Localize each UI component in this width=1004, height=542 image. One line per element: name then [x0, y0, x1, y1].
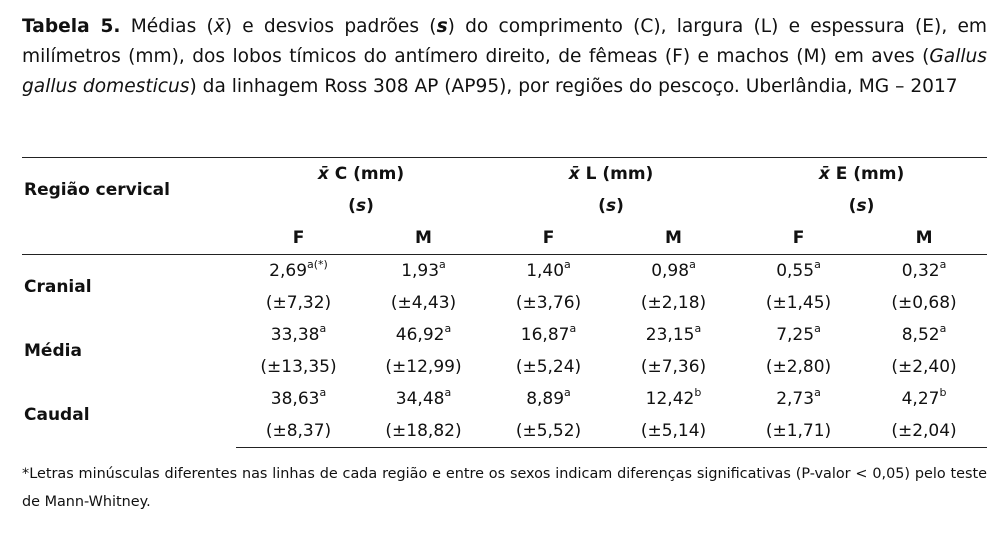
sex-label: F	[236, 222, 361, 255]
sd-cell: (±0,68)	[891, 293, 957, 313]
group-header-row: Região cervical x̄ C (mm) x̄ L (mm) x̄ E…	[22, 157, 988, 222]
region-label: Cranial	[24, 277, 92, 297]
mean-cell: 2,69a(*)	[269, 258, 328, 281]
group-header-e: x̄ E (mm)	[736, 157, 988, 190]
sd-cell: (±13,35)	[260, 357, 337, 377]
sd-cell: (±3,76)	[515, 293, 582, 313]
sd-cell: (±1,45)	[765, 293, 832, 313]
sd-header-c: (s)	[348, 196, 374, 216]
sd-cell: (±8,37)	[236, 415, 361, 448]
table-row: (±7,32) (±4,43) (±3,76) (±2,18) (±1,45) …	[22, 287, 987, 319]
sex-label: F	[486, 222, 611, 255]
mean-cell: 12,42b	[645, 386, 702, 409]
species-name: Gallus gallus domesticus	[22, 46, 987, 97]
table-caption: Tabela 5. Médias (x̄) e desvios padrões …	[22, 12, 987, 102]
sd-header-l: (s)	[598, 196, 624, 216]
sd-cell: (±12,99)	[385, 357, 462, 377]
sd-cell: (±7,32)	[265, 293, 332, 313]
mean-cell: 1,93a	[401, 258, 446, 281]
sex-label: M	[861, 222, 988, 255]
table-row: Média 33,38a 46,92a 16,87a 23,15a 7,25a …	[22, 319, 987, 361]
sd-header-e: (s)	[848, 196, 875, 216]
sd-cell: (±2,04)	[861, 415, 988, 448]
table-row: Caudal 38,63a 34,48a 8,89a 12,42b 2,73a …	[22, 383, 987, 425]
sex-label: M	[611, 222, 737, 255]
mean-cell: 33,38a	[270, 322, 327, 345]
sd-cell: (±18,82)	[361, 415, 486, 448]
sd-cell: (±2,80)	[765, 357, 832, 377]
sd-cell: (±4,43)	[390, 293, 457, 313]
sex-label: F	[736, 222, 862, 255]
sd-cell: (±5,14)	[611, 415, 737, 448]
caption-text: Médias (	[120, 16, 214, 37]
caption-label: Tabela 5.	[22, 16, 121, 37]
sd-cell: (±1,71)	[736, 415, 862, 448]
mean-cell: 8,52a	[901, 322, 947, 345]
mean-cell: 38,63a	[270, 386, 327, 409]
sd-header-row: (s) (s) (s)	[22, 190, 987, 222]
mean-cell: 4,27b	[901, 386, 947, 409]
sd-symbol: s	[436, 16, 448, 37]
mean-cell: 23,15a	[645, 322, 702, 345]
mean-cell: 0,55a	[776, 258, 821, 281]
sex-header-row: F M F M F M	[22, 222, 988, 255]
mean-cell: 1,40a	[526, 258, 571, 281]
mean-cell: 0,98a	[651, 258, 696, 281]
caption-text: ) do comprimento (C), largura (L) e espe…	[22, 16, 988, 67]
caption-text: ) da linhagem Ross 308 AP (AP95), por re…	[189, 76, 958, 97]
data-table: Região cervical x̄ C (mm) x̄ L (mm) x̄ E…	[22, 157, 988, 448]
mean-cell: 16,87a	[520, 322, 577, 345]
table-footnote: *Letras minúsculas diferentes nas linhas…	[22, 466, 987, 510]
sex-label: M	[361, 222, 486, 255]
mean-cell: 34,48a	[395, 386, 452, 409]
sd-cell: (±5,52)	[486, 415, 611, 448]
table-row: (±8,37) (±18,82) (±5,52) (±5,14) (±1,71)…	[22, 415, 988, 448]
region-label: Média	[24, 341, 82, 361]
region-label: Caudal	[24, 405, 90, 426]
mean-cell: 2,73a	[776, 386, 821, 409]
mean-cell: 0,32a	[901, 258, 947, 281]
group-header-c: x̄ C (mm)	[236, 157, 486, 190]
caption-text: ) e desvios padrões (	[224, 16, 437, 37]
sd-cell: (±2,18)	[640, 293, 707, 313]
table-row: Cranial 2,69a(*) 1,93a 1,40a 0,98a 0,55a…	[22, 255, 987, 297]
mean-symbol: x̄	[213, 16, 225, 37]
mean-cell: 46,92a	[395, 322, 452, 345]
mean-cell: 7,25a	[776, 322, 821, 345]
sd-cell: (±2,40)	[891, 357, 957, 377]
mean-cell: 8,89a	[526, 386, 571, 409]
table-row: (±13,35) (±12,99) (±5,24) (±7,36) (±2,80…	[22, 351, 987, 383]
row-header: Região cervical	[22, 157, 236, 222]
group-header-l: x̄ L (mm)	[486, 157, 737, 190]
sd-cell: (±5,24)	[515, 357, 582, 377]
sd-cell: (±7,36)	[640, 357, 707, 377]
